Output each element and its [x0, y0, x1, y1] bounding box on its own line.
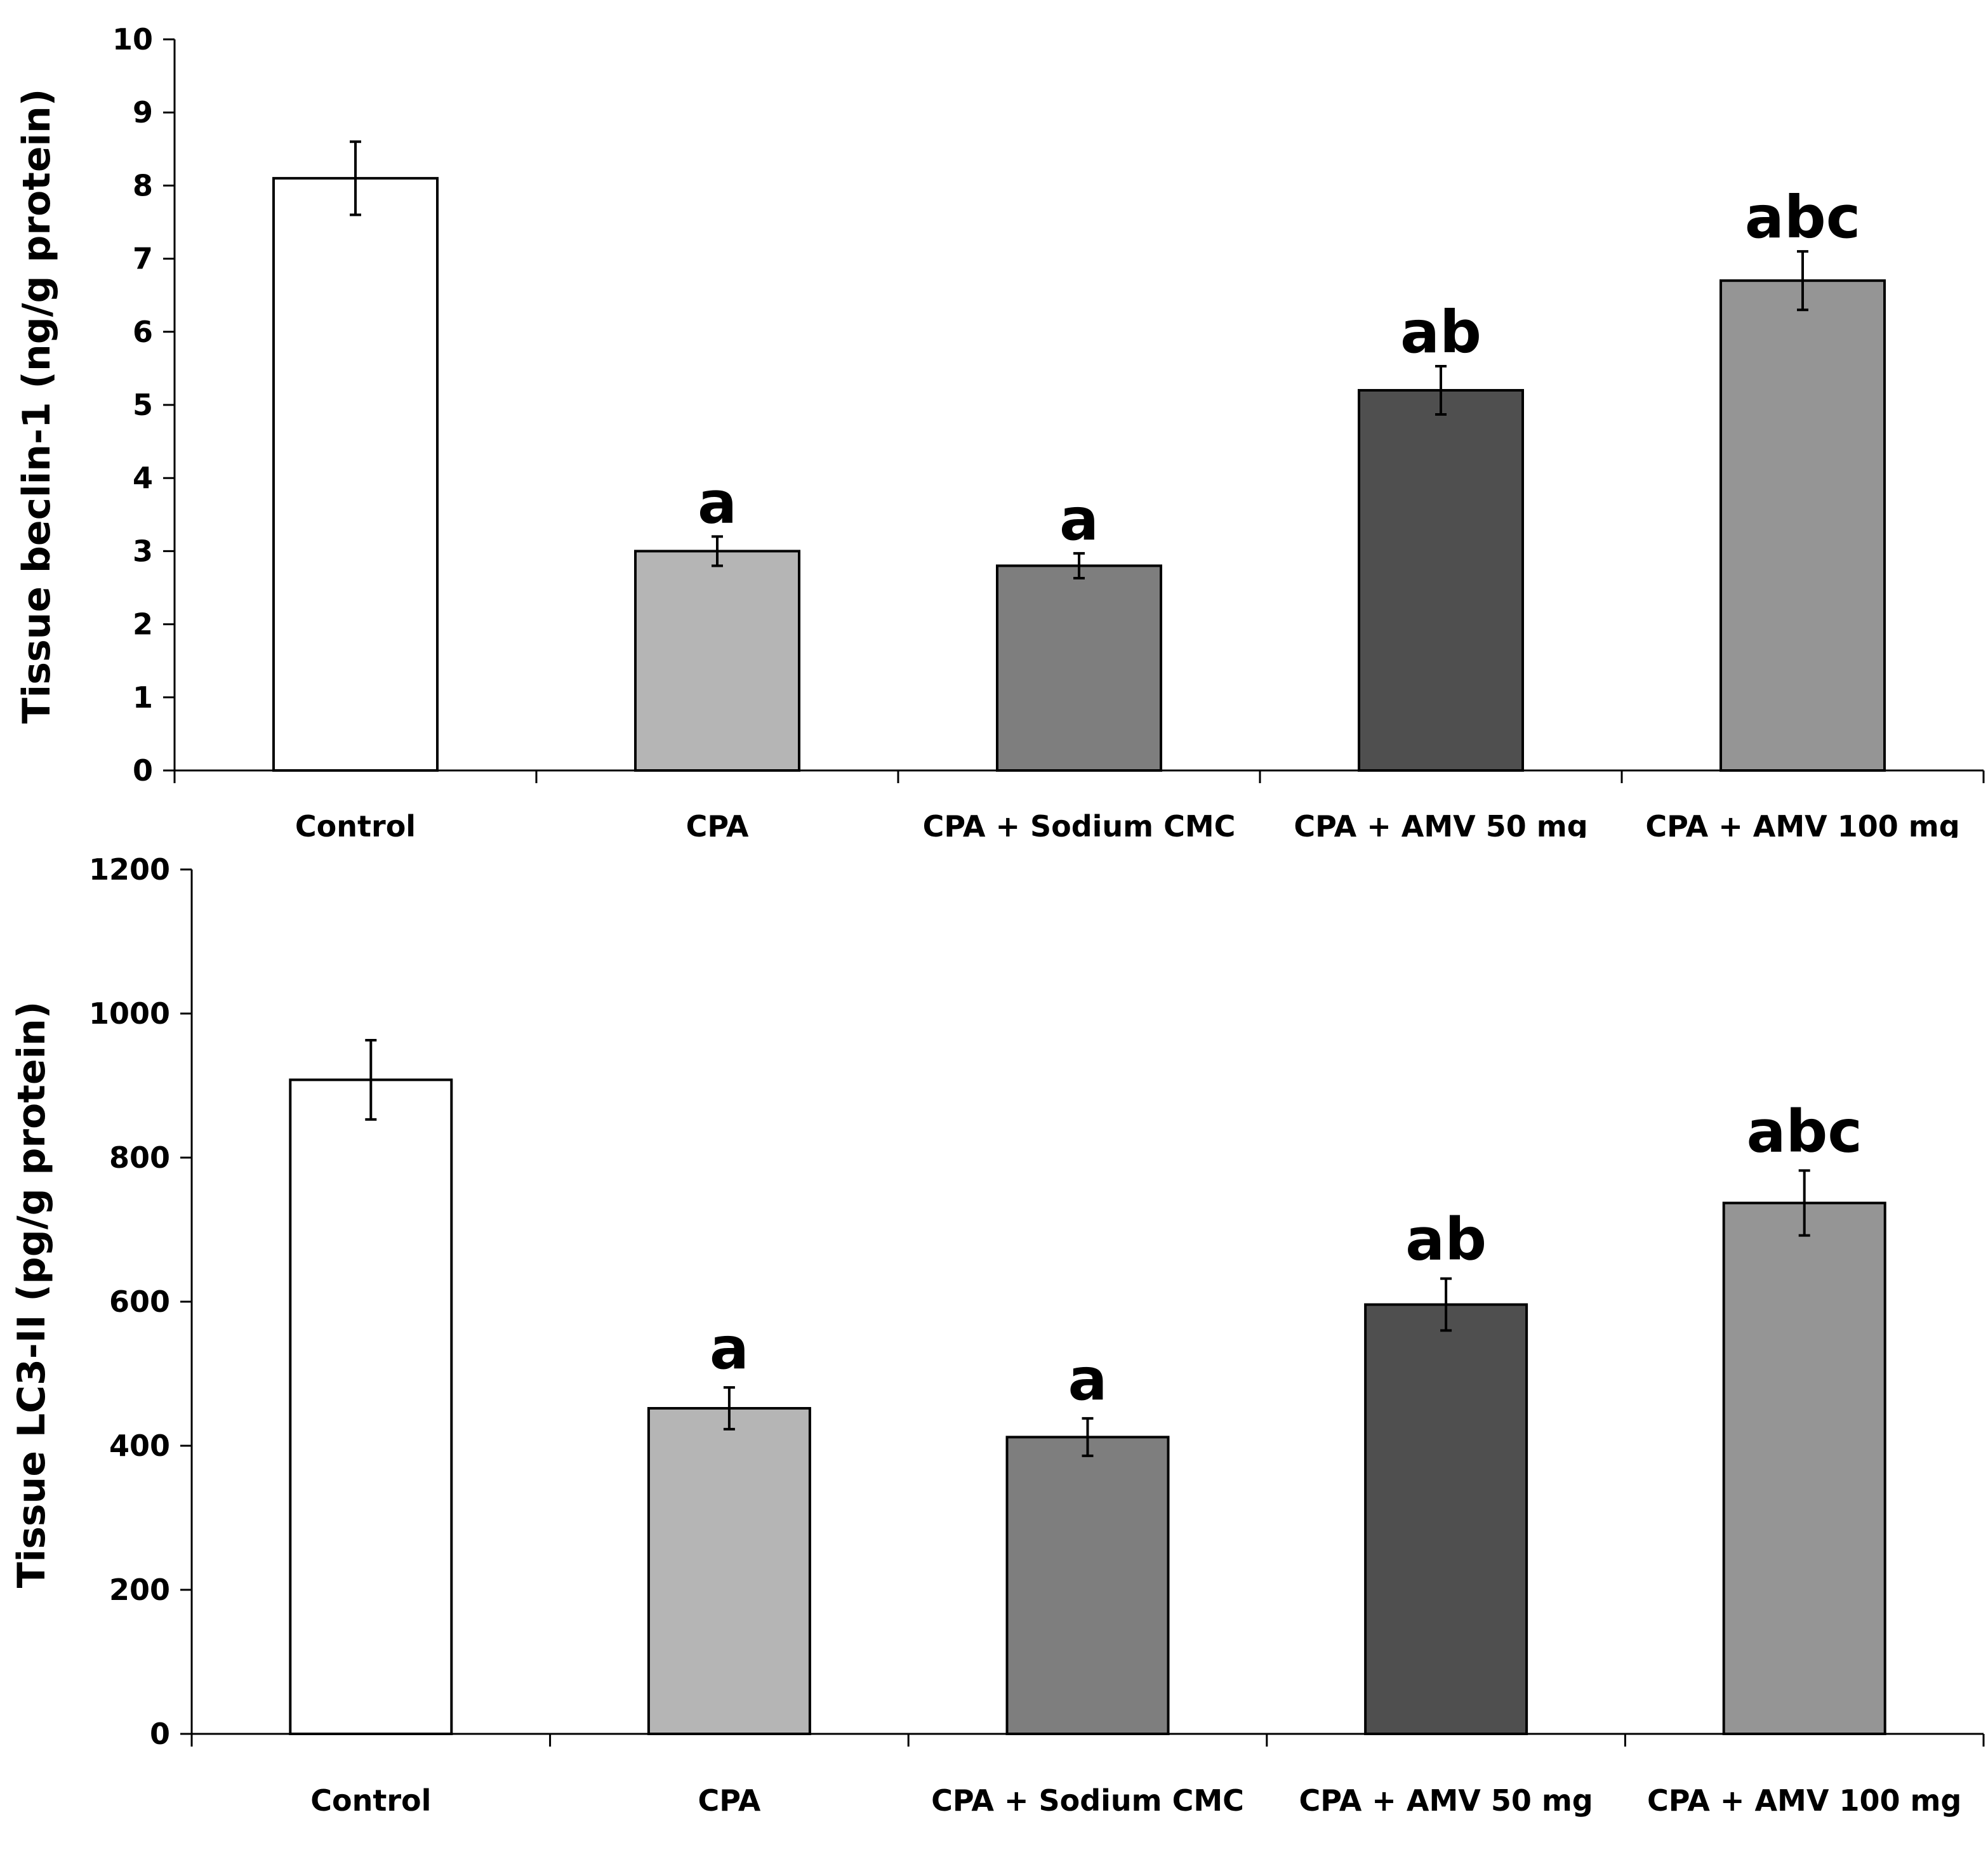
bar-2	[647, 1406, 811, 1735]
category-label: CPA	[686, 809, 749, 838]
bar-1	[272, 176, 439, 772]
bar-3	[996, 564, 1162, 772]
bar-5	[1722, 1201, 1886, 1735]
category-label: CPA + AMV 100 mg	[1647, 1783, 1961, 1818]
significance-label: abc	[1745, 183, 1860, 251]
category-label: Control	[295, 809, 416, 838]
y-tick-label: 0	[150, 1717, 170, 1751]
category-label: CPA + Sodium CMC	[931, 1783, 1244, 1818]
significance-label: a	[1059, 486, 1099, 553]
y-tick-label: 4	[133, 461, 153, 495]
y-tick-label: 3	[133, 534, 153, 568]
beclin-chart: Tissue beclin-1 (ng/g protein) 0 1 2 3 4 5 6 7 8…	[15, 22, 1985, 838]
bar-3	[1005, 1436, 1170, 1735]
y-axis-title: Tissue beclin-1 (ng/g protein)	[15, 89, 59, 724]
significance-label: ab	[1405, 1206, 1487, 1274]
bar-4	[1358, 388, 1524, 772]
lc3-chart: Tissue LC3-II (pg/g protein) 0 200 400 600 8…	[10, 852, 1985, 1818]
y-tick-label: 6	[133, 315, 153, 349]
y-tick-label: 1	[133, 680, 153, 715]
y-tick-label: 10	[112, 22, 153, 56]
y-tick-label: 7	[133, 242, 153, 276]
bar-1	[289, 1078, 453, 1735]
bar-2	[634, 550, 800, 772]
y-tick-label: 5	[133, 388, 153, 422]
significance-label: a	[698, 468, 737, 536]
y-tick-label: 1200	[89, 852, 170, 887]
y-tick-label: 400	[109, 1429, 170, 1463]
y-tick-label: 2	[133, 607, 153, 642]
significance-label: ab	[1400, 298, 1481, 366]
category-label: CPA + Sodium CMC	[923, 809, 1236, 838]
category-label: CPA + AMV 50 mg	[1294, 809, 1587, 838]
y-tick-label: 1000	[89, 996, 170, 1031]
y-tick-label: 8	[133, 168, 153, 202]
y-tick-label: 800	[109, 1140, 170, 1175]
y-tick-label: 200	[109, 1573, 170, 1607]
bar-5	[1720, 279, 1886, 772]
category-label: CPA + AMV 50 mg	[1299, 1783, 1593, 1818]
y-tick-label: 9	[133, 95, 153, 129]
y-tick-label: 600	[109, 1285, 170, 1319]
category-label: Control	[310, 1783, 431, 1818]
significance-label: a	[710, 1314, 749, 1382]
y-axis-title: Tissue LC3-II (pg/g protein)	[10, 1001, 54, 1589]
significance-label: a	[1068, 1345, 1107, 1413]
category-label: CPA + AMV 100 mg	[1645, 809, 1959, 838]
bar-4	[1364, 1303, 1528, 1735]
y-tick-label: 0	[133, 753, 153, 788]
significance-label: abc	[1746, 1097, 1862, 1165]
category-label: CPA	[698, 1783, 760, 1818]
